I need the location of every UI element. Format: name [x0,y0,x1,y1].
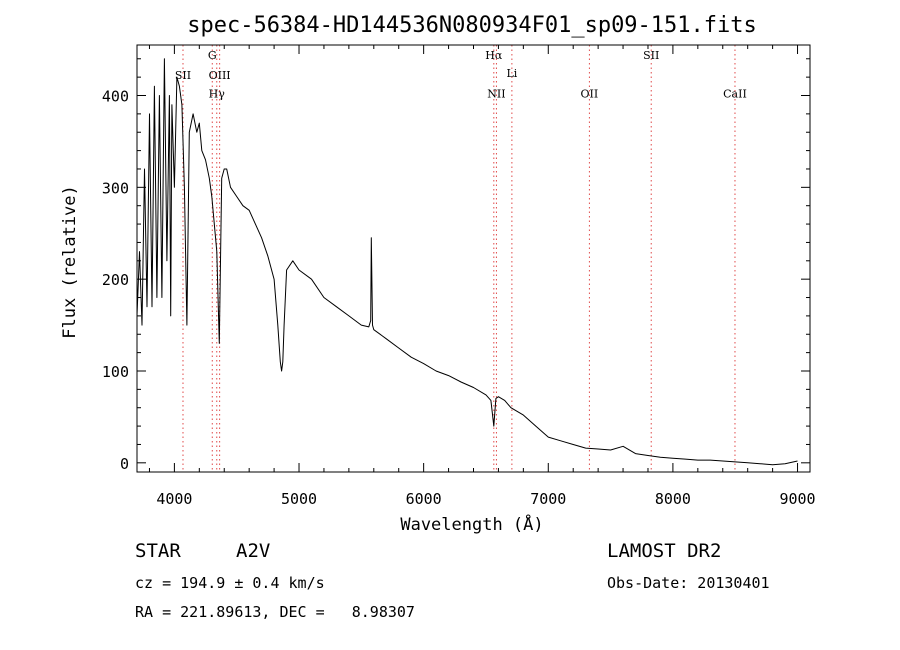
spectrum-series [136,58,798,466]
x-tick-label-0: 4000 [156,490,192,508]
x-tick-label-3: 7000 [530,490,566,508]
x-axis-label: Wavelength (Å) [400,513,543,535]
x-tick-label-4: 8000 [655,490,691,508]
coordinates: RA = 221.89613, DEC = 8.98307 [135,603,415,621]
line-marker-label-5: NII [487,87,505,100]
chart-title: spec-56384-HD144536N080934F01_sp09-151.f… [187,13,757,38]
line-marker-label-1: G [208,49,217,62]
x-tick-label-5: 9000 [779,490,815,508]
y-tick-label-1: 100 [102,363,129,381]
line-marker-label-4: Hα [485,49,503,62]
line-marker-label-0: SII [175,69,191,82]
line-marker-label-8: SII [643,49,659,62]
x-tick-label-2: 6000 [406,490,442,508]
axis-ticks: 4000 5000 6000 7000 8000 9000 0 100 200 300 400 [102,45,816,508]
survey-name: LAMOST DR2 [607,540,722,562]
redshift-value: cz = 194.9 ± 0.4 km/s [135,574,325,592]
x-tick-label-1: 5000 [281,490,317,508]
plot-frame [136,44,811,473]
y-tick-label-4: 400 [102,88,129,106]
y-tick-label-2: 200 [102,271,129,289]
line-marker-label-7: OII [581,87,599,100]
y-tick-label-0: 0 [120,455,129,473]
line-marker-label-6: Li [506,67,517,80]
object-class: STAR [135,540,181,562]
line-marker-label-9: CaII [723,87,747,100]
y-tick-label-3: 300 [102,179,129,197]
line-marker-label-3: OIII [209,69,231,82]
y-axis-label: Flux (relative) [60,185,80,339]
spectrum-line [136,58,798,466]
observation-date: Obs-Date: 20130401 [607,574,770,592]
line-marker-label-2: Hγ [209,87,226,100]
object-subclass: A2V [236,540,271,562]
